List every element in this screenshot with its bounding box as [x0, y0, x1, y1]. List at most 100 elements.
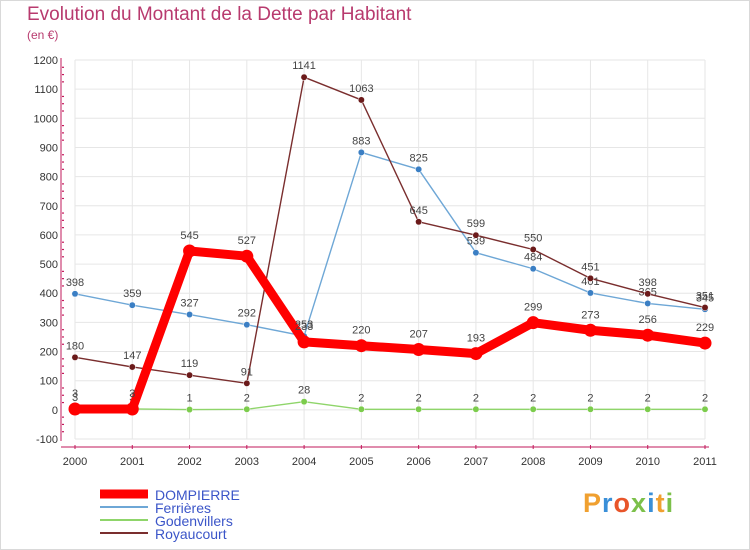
data-label-godenvillers: 2	[416, 392, 422, 404]
chart-unit: (en €)	[27, 28, 59, 42]
data-label-royaucourt: 645	[409, 205, 427, 217]
data-point-royaucourt	[587, 274, 594, 282]
data-label-dompierre: 299	[524, 302, 542, 314]
y-tick-label: 600	[40, 230, 58, 242]
data-point-ferri-res	[128, 301, 136, 309]
data-label-dompierre: 229	[696, 322, 714, 334]
data-label-royaucourt: 599	[467, 218, 485, 230]
legend-label-ferri-res: Ferrières	[155, 500, 211, 516]
data-label-godenvillers: 2	[587, 392, 593, 404]
data-label-godenvillers: 2	[244, 392, 250, 404]
data-point-godenvillers	[472, 405, 480, 413]
data-label-royaucourt: 451	[581, 261, 599, 273]
data-point-royaucourt	[71, 353, 79, 361]
brand-letter: o	[613, 488, 632, 518]
data-point-ferri-res	[472, 249, 480, 257]
y-tick-label: 100	[40, 376, 58, 388]
x-tick-label: 2000	[63, 456, 87, 468]
data-point-dompierre	[297, 335, 311, 349]
y-tick-label: 1000	[34, 113, 58, 125]
data-label-dompierre: 527	[238, 235, 256, 247]
data-label-ferri-res: 292	[238, 308, 256, 320]
y-tick-label: 200	[40, 347, 58, 359]
data-point-ferri-res	[357, 148, 365, 156]
data-point-royaucourt	[529, 246, 537, 253]
y-tick-label: 700	[40, 201, 58, 213]
data-label-royaucourt: 398	[639, 277, 657, 289]
data-point-godenvillers	[529, 405, 537, 413]
brand-letter: x	[631, 488, 648, 518]
brand-letter: i	[665, 488, 675, 518]
y-tick-label: 800	[40, 172, 58, 184]
data-point-dompierre	[412, 342, 426, 356]
brand-letter: t	[655, 488, 666, 518]
y-tick-label: 1200	[34, 55, 58, 67]
data-point-royaucourt	[300, 73, 308, 81]
data-label-dompierre: 233	[295, 321, 313, 333]
data-label-royaucourt: 180	[66, 340, 84, 352]
data-label-ferri-res: 484	[524, 252, 542, 264]
data-point-ferri-res	[644, 299, 652, 307]
x-tick-label: 2007	[464, 456, 488, 468]
series-line-godenvillers	[74, 400, 706, 411]
y-tick-label: 500	[40, 259, 58, 271]
data-label-ferri-res: 345	[696, 292, 714, 304]
data-point-royaucourt	[243, 379, 251, 387]
legend-label-dompierre: DOMPIERRE	[155, 487, 240, 503]
data-label-godenvillers: 28	[298, 385, 310, 397]
x-tick-label: 2003	[235, 456, 259, 468]
data-label-godenvillers: 2	[358, 392, 364, 404]
x-tick-label: 2010	[635, 456, 659, 468]
data-label-dompierre: 256	[639, 314, 657, 326]
data-label-dompierre: 545	[180, 230, 198, 242]
data-point-dompierre	[183, 244, 197, 258]
data-point-dompierre	[698, 336, 712, 350]
data-point-godenvillers	[701, 405, 709, 413]
data-label-ferri-res: 883	[352, 135, 370, 147]
data-point-dompierre	[583, 323, 597, 337]
brand-letter: P	[583, 488, 603, 518]
legend-label-godenvillers: Godenvillers	[155, 513, 233, 529]
data-point-dompierre	[125, 402, 139, 416]
data-label-ferri-res: 539	[467, 236, 485, 248]
data-label-royaucourt: 91	[241, 366, 253, 378]
data-label-dompierre: 3	[129, 388, 135, 400]
data-label-godenvillers: 2	[473, 392, 479, 404]
data-point-godenvillers	[644, 405, 652, 413]
data-label-ferri-res: 398	[66, 277, 84, 289]
data-label-royaucourt: 1063	[349, 83, 373, 95]
y-tick-label: 0	[52, 405, 58, 417]
data-point-ferri-res	[587, 289, 594, 297]
brand-letter: i	[647, 488, 656, 518]
data-label-ferri-res: 825	[409, 152, 427, 164]
data-point-godenvillers	[186, 406, 193, 414]
data-point-godenvillers	[415, 405, 423, 413]
data-point-dompierre	[240, 249, 254, 263]
data-point-royaucourt	[186, 371, 193, 379]
data-label-godenvillers: 2	[645, 392, 651, 404]
data-point-ferri-res	[415, 165, 423, 173]
data-point-royaucourt	[701, 304, 709, 311]
data-label-royaucourt: 119	[181, 358, 199, 370]
x-tick-label: 2008	[521, 456, 545, 468]
data-point-dompierre	[469, 347, 483, 361]
data-point-royaucourt	[472, 231, 480, 239]
data-point-royaucourt	[357, 96, 365, 104]
x-tick-label: 2011	[693, 456, 717, 468]
data-point-godenvillers	[587, 405, 594, 413]
y-tick-label: -100	[36, 434, 58, 446]
data-point-dompierre	[68, 402, 82, 416]
data-point-ferri-res	[186, 311, 193, 318]
data-label-royaucourt: 1141	[292, 60, 316, 72]
series-line-dompierre	[70, 246, 710, 414]
brand-logo: Proxiti	[583, 488, 674, 519]
x-tick-label: 2002	[177, 456, 201, 468]
data-point-ferri-res	[71, 290, 79, 298]
data-point-dompierre	[354, 339, 368, 353]
data-label-godenvillers: 2	[530, 392, 536, 404]
data-label-dompierre: 220	[352, 325, 370, 337]
data-point-dompierre	[526, 316, 540, 330]
y-tick-label: 400	[40, 288, 58, 300]
